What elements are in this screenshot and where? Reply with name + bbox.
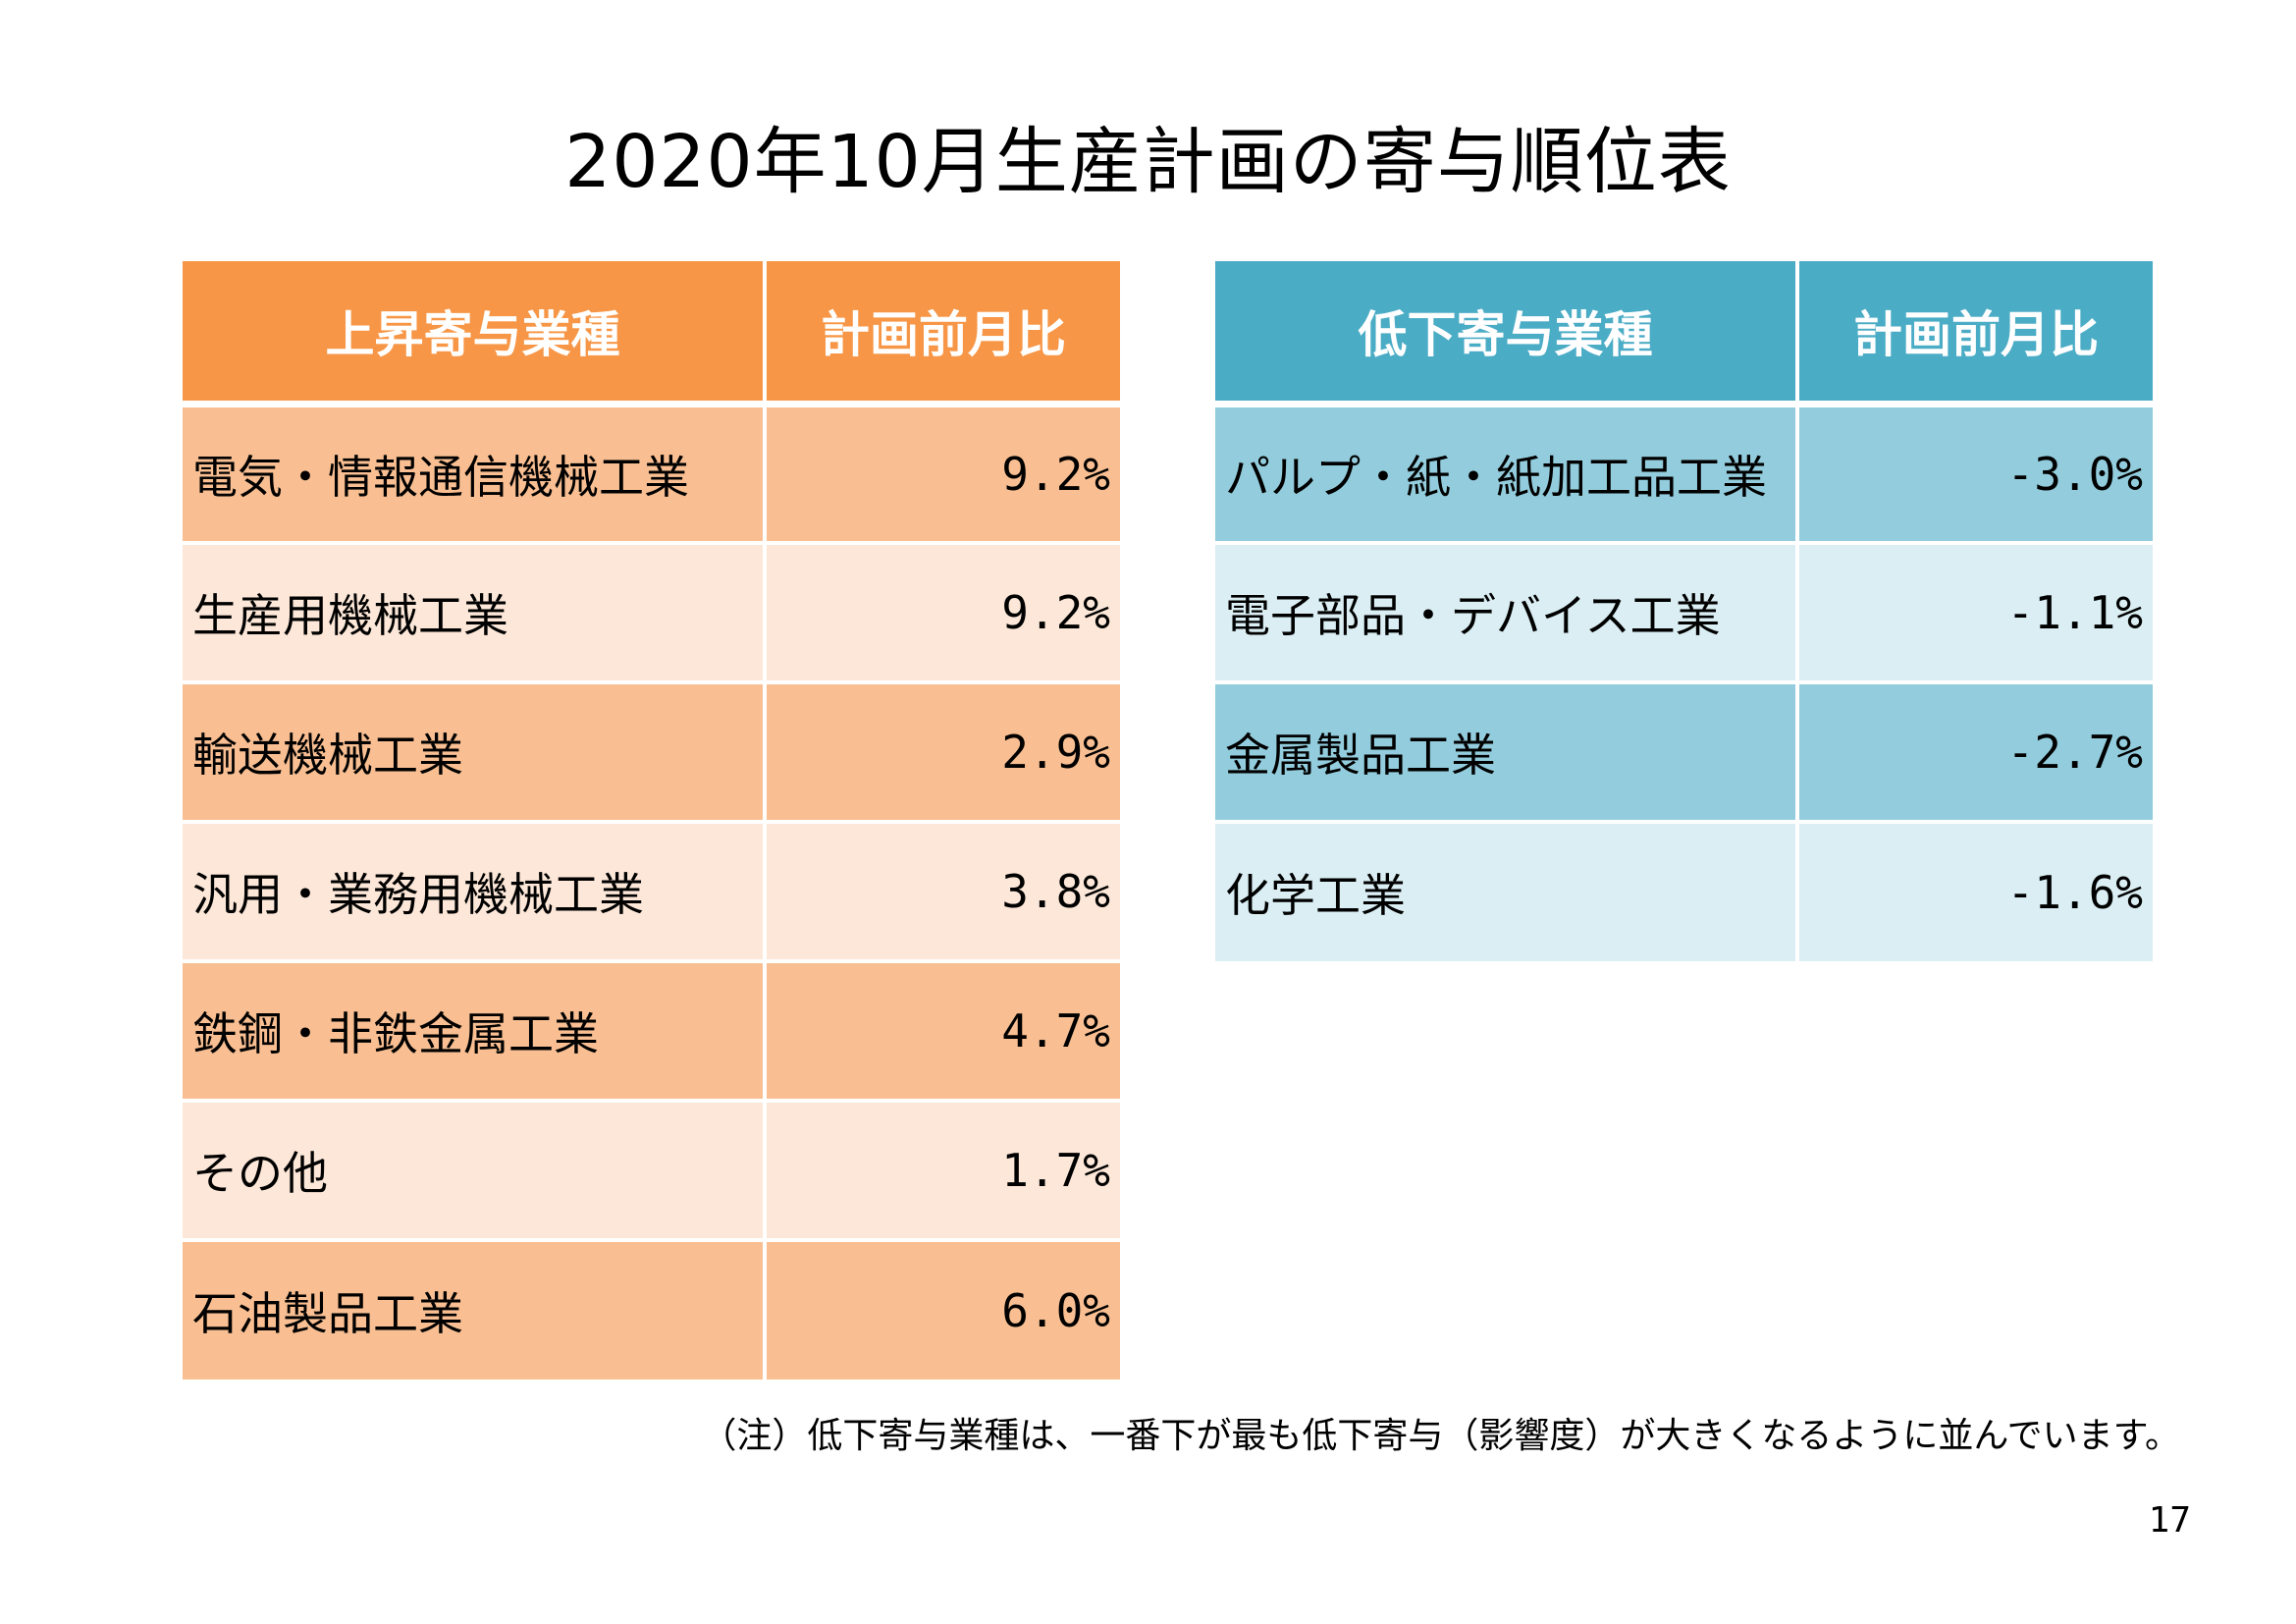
industry-cell: その他 [183,1101,767,1242]
table-row: 化学工業 -1.6% [1215,822,2153,961]
table-header-row: 上昇寄与業種 計画前月比 [183,261,1120,407]
value-cell: 2.9% [765,682,1120,824]
value-cell: 9.2% [765,404,1120,545]
value-cell: 3.8% [765,822,1120,963]
table-row: 生産用機械工業 9.2% [183,543,1120,684]
table-row: その他 1.7% [183,1101,1120,1242]
table-row: 金属製品工業 -2.7% [1215,682,2153,824]
column-header-industry: 低下寄与業種 [1215,261,1799,407]
table-header-row: 低下寄与業種 計画前月比 [1215,261,2153,407]
column-header-industry: 上昇寄与業種 [183,261,767,407]
table-row: 鉄鋼・非鉄金属工業 4.7% [183,961,1120,1103]
value-cell: 9.2% [765,543,1120,684]
page-number: 17 [2148,1500,2191,1541]
table-row: 石油製品工業 6.0% [183,1240,1120,1380]
industry-cell: 金属製品工業 [1215,682,1799,824]
table-row: 電気・情報通信機械工業 9.2% [183,404,1120,545]
value-cell: -1.1% [1797,543,2153,684]
table-row: 輸送機械工業 2.9% [183,682,1120,824]
table-row: 電子部品・デバイス工業 -1.1% [1215,543,2153,684]
value-cell: -2.7% [1797,682,2153,824]
industry-cell: 化学工業 [1215,822,1799,961]
table-row: 汎用・業務用機械工業 3.8% [183,822,1120,963]
industry-cell: 生産用機械工業 [183,543,767,684]
column-header-value: 計画前月比 [765,261,1120,407]
table-row: パルプ・紙・紙加工品工業 -3.0% [1215,404,2153,545]
footnote: （注）低下寄与業種は、一番下が最も低下寄与（影響度）が大きくなるように並んでいま… [701,1416,2180,1456]
value-cell: 4.7% [765,961,1120,1103]
value-cell: -1.6% [1797,822,2153,961]
value-cell: 6.0% [765,1240,1120,1380]
industry-cell: 輸送機械工業 [183,682,767,824]
page-title: 2020年10月生産計画の寄与順位表 [564,120,1732,204]
industry-cell: 鉄鋼・非鉄金属工業 [183,961,767,1103]
industry-cell: 石油製品工業 [183,1240,767,1380]
industry-cell: 電気・情報通信機械工業 [183,404,767,545]
industry-cell: 電子部品・デバイス工業 [1215,543,1799,684]
column-header-value: 計画前月比 [1797,261,2153,407]
industry-cell: 汎用・業務用機械工業 [183,822,767,963]
value-cell: 1.7% [765,1101,1120,1242]
value-cell: -3.0% [1797,404,2153,545]
rise-contribution-table: 上昇寄与業種 計画前月比 電気・情報通信機械工業 9.2% 生産用機械工業 9.… [183,261,1120,1380]
fall-contribution-table: 低下寄与業種 計画前月比 パルプ・紙・紙加工品工業 -3.0% 電子部品・デバイ… [1215,261,2153,961]
industry-cell: パルプ・紙・紙加工品工業 [1215,404,1799,545]
